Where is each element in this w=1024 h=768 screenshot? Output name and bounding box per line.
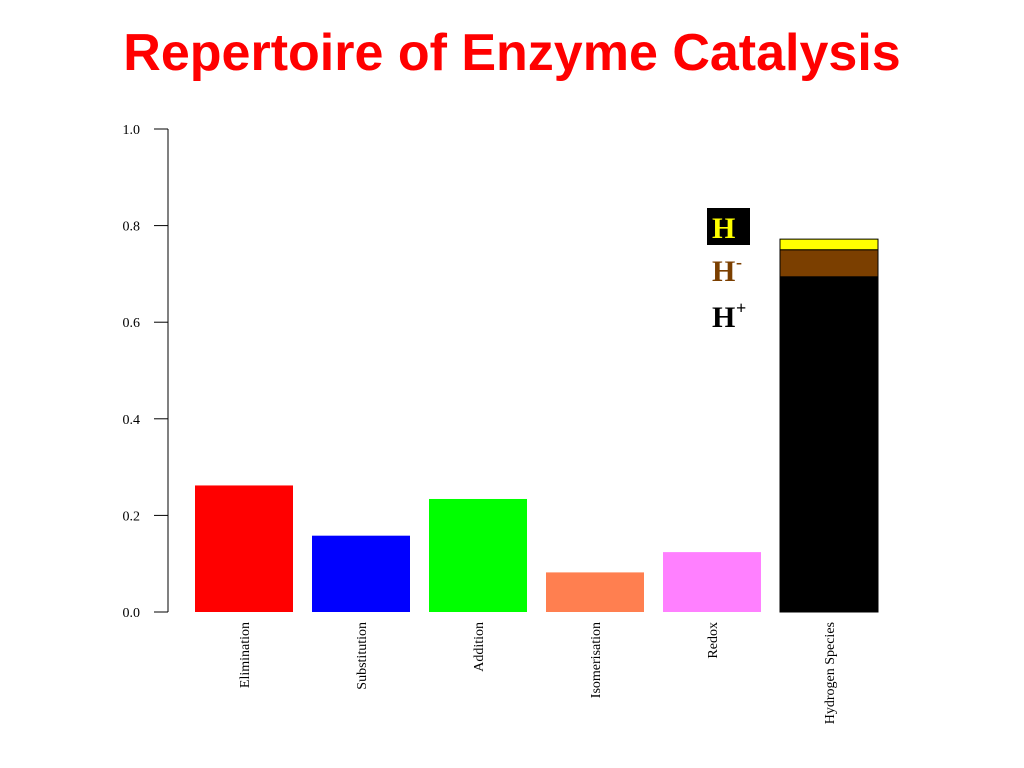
bar-segment-hplus <box>779 276 879 613</box>
bar-segment-hminus <box>779 249 879 278</box>
category-label: Addition <box>472 622 487 672</box>
y-tick-label: 1.0 <box>123 123 141 138</box>
bar-redox <box>663 552 761 612</box>
y-axis: 0.0 0.2 0.4 0.6 0.8 1.0 <box>123 123 169 621</box>
legend: HH -H + <box>707 208 750 334</box>
bar-addition <box>429 498 527 612</box>
category-label: Elimination <box>238 622 253 688</box>
legend-label: H <box>712 255 735 288</box>
y-tick-label: 0.8 <box>123 220 141 235</box>
y-tick-label: 0.0 <box>123 606 141 621</box>
bar-segment-h <box>779 238 879 251</box>
bar-elimination <box>195 485 293 612</box>
category-label: Isomerisation <box>589 622 604 698</box>
y-tick-label: 0.6 <box>123 316 141 331</box>
category-label: Redox <box>706 622 721 659</box>
bar-substitution <box>312 535 410 612</box>
bar-isomerisation <box>546 572 644 612</box>
page-title: Repertoire of Enzyme Catalysis <box>123 24 901 82</box>
legend-superscript: + <box>736 298 746 318</box>
category-label: Hydrogen Species <box>823 622 838 724</box>
legend-label: H <box>712 301 735 334</box>
legend-item: H <box>707 208 750 245</box>
category-labels: Elimination Substitution Addition Isomerisa… <box>238 622 838 724</box>
legend-superscript: - <box>736 252 742 272</box>
legend-item: H- <box>712 252 742 288</box>
y-tick-label: 0.2 <box>123 509 141 524</box>
legend-item: H + <box>712 298 746 334</box>
legend-box <box>707 208 750 245</box>
legend-label: H <box>712 212 735 245</box>
category-label: Substitution <box>355 622 370 690</box>
y-tick-label: 0.4 <box>123 413 141 428</box>
bars-group <box>195 238 879 613</box>
